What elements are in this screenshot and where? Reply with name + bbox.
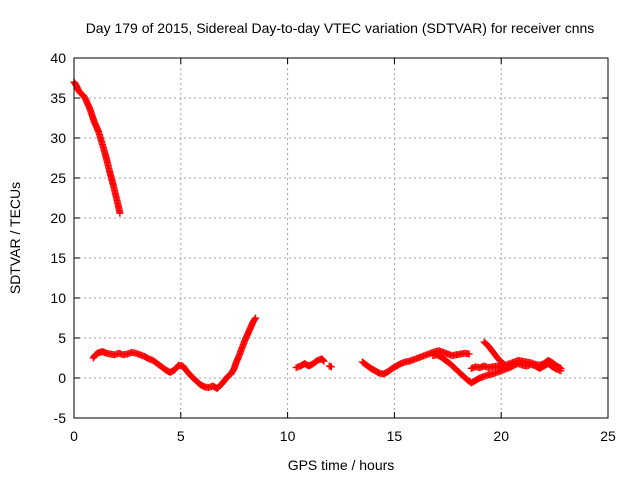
data-point	[252, 314, 260, 322]
data-point	[497, 364, 505, 372]
x-tick-label: 25	[600, 428, 616, 444]
data-point	[116, 209, 124, 217]
data-point	[319, 356, 327, 364]
data-point	[320, 357, 328, 365]
x-tick-label: 20	[493, 428, 509, 444]
x-tick-label: 10	[280, 428, 296, 444]
y-tick-label: -5	[54, 410, 67, 426]
y-tick-label: 10	[50, 290, 66, 306]
y-tick-label: 0	[58, 370, 66, 386]
plot-frame	[73, 57, 609, 419]
data-point	[251, 315, 259, 323]
chart-title: Day 179 of 2015, Sidereal Day-to-day VTE…	[86, 20, 595, 36]
data-point	[465, 350, 473, 358]
x-axis-label: GPS time / hours	[288, 457, 395, 473]
y-tick-label: 5	[58, 330, 66, 346]
y-tick-label: 40	[50, 50, 66, 66]
y-tick-label: 35	[50, 90, 66, 106]
y-tick-label: 25	[50, 170, 66, 186]
data-point	[318, 356, 326, 364]
x-tick-label: 0	[70, 428, 78, 444]
y-tick-label: 30	[50, 130, 66, 146]
y-axis-label: SDTVAR / TECUs	[7, 182, 23, 294]
data-series	[70, 78, 565, 392]
y-tick-label: 15	[50, 250, 66, 266]
x-tick-label: 5	[177, 428, 185, 444]
grid	[74, 58, 608, 418]
data-point	[557, 364, 565, 372]
x-tick-label: 15	[387, 428, 403, 444]
data-point	[327, 363, 335, 371]
y-tick-label: 20	[50, 210, 66, 226]
